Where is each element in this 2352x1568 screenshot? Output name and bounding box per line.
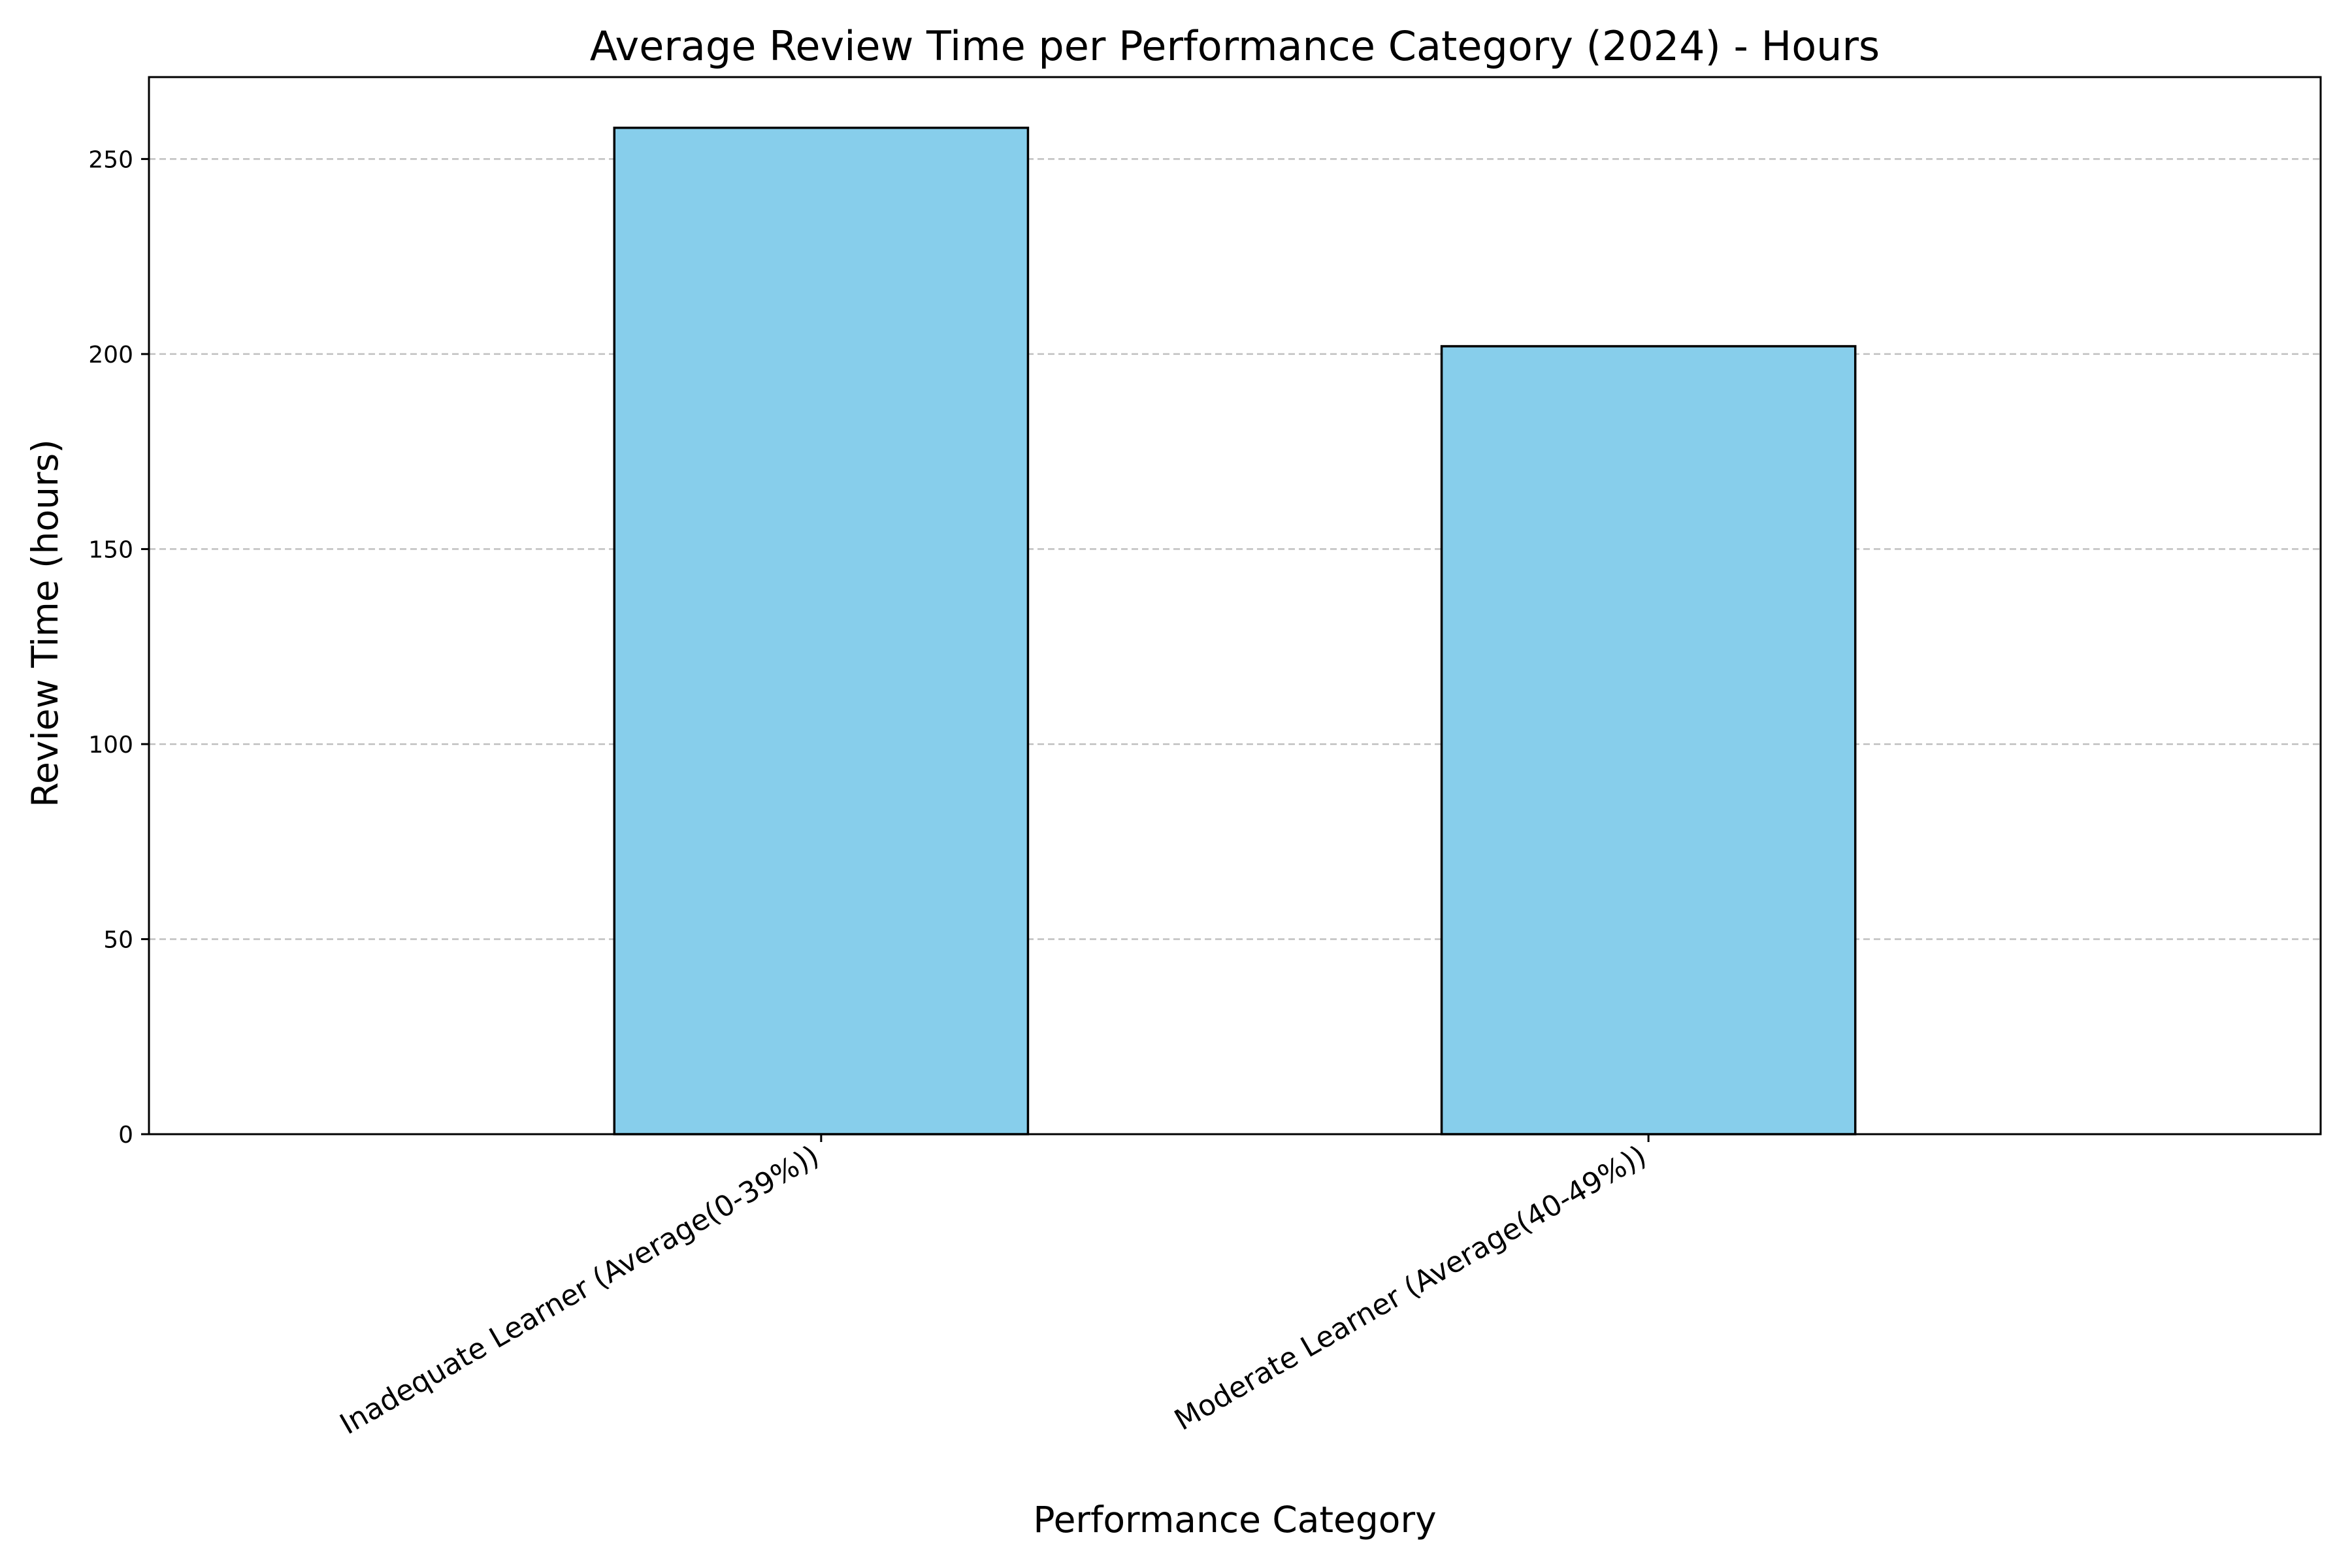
plot-frame [148, 76, 2322, 1135]
bar [1440, 345, 1857, 1135]
y-axis: 0 50 100 150 200 250 [88, 146, 149, 1149]
chart-title: Average Review Time per Performance Cate… [590, 22, 1880, 70]
bars [613, 126, 1857, 1135]
x-tick-label: Inadequate Learner (Average(0-39%)) [335, 1139, 825, 1441]
y-tick-label: 250 [88, 146, 133, 173]
y-tick-label: 50 [103, 926, 133, 953]
y-axis-label: Review Time (hours) [24, 439, 66, 807]
x-axis: Inadequate Learner (Average(0-39%)) Moder… [335, 1134, 1652, 1441]
bar [613, 126, 1030, 1135]
x-tick-label: Moderate Learner (Average(40-49%)) [1169, 1139, 1652, 1437]
x-axis-label: Performance Category [1033, 1499, 1436, 1541]
y-tick-label: 0 [118, 1122, 133, 1149]
y-tick-label: 200 [88, 342, 133, 368]
y-tick-label: 100 [88, 732, 133, 759]
y-tick-label: 150 [88, 536, 133, 563]
gridlines [149, 158, 2321, 940]
